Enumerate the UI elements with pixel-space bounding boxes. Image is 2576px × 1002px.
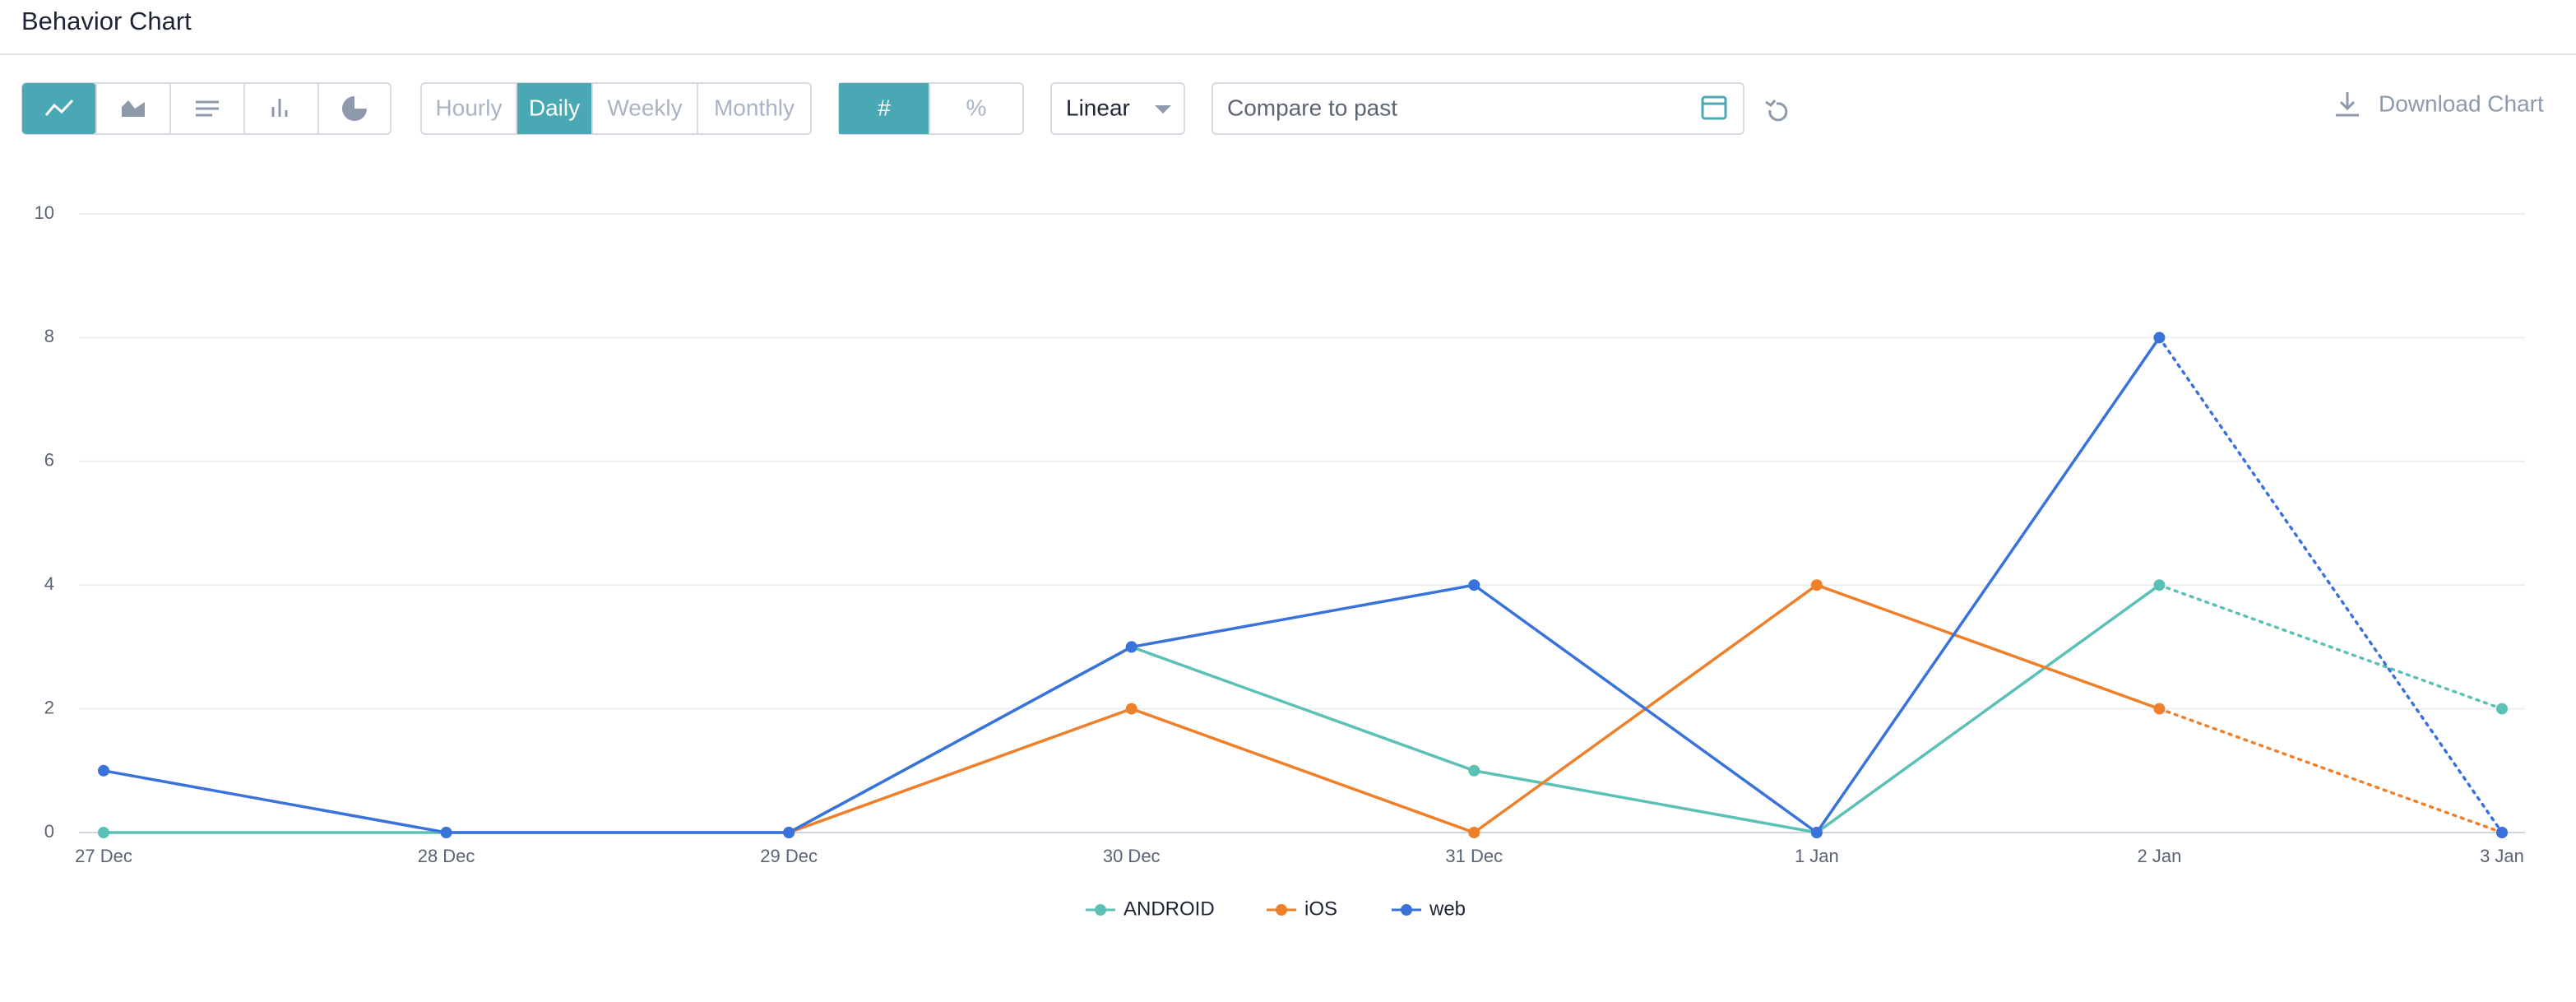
list-icon bbox=[196, 100, 219, 117]
chart-type-group bbox=[21, 82, 391, 135]
measure-group: #% bbox=[838, 82, 1024, 135]
data-point[interactable] bbox=[98, 827, 109, 838]
download-label[interactable]: Download Chart bbox=[2379, 90, 2544, 116]
data-point[interactable] bbox=[1468, 579, 1480, 591]
data-point[interactable] bbox=[2153, 332, 2166, 344]
y-tick-label: 4 bbox=[44, 573, 54, 594]
series-line-partial bbox=[2157, 336, 2504, 834]
x-tick-label: 30 Dec bbox=[1103, 846, 1161, 866]
download-arrow bbox=[2339, 100, 2356, 111]
granularity-label[interactable]: Weekly bbox=[607, 95, 682, 120]
data-point[interactable] bbox=[2496, 703, 2508, 715]
legend-marker bbox=[1095, 904, 1106, 916]
scale-dropdown[interactable]: Linear bbox=[1050, 82, 1185, 135]
area-icon bbox=[122, 100, 145, 117]
data-point[interactable] bbox=[1125, 703, 1137, 715]
input-placeholder: Compare to past bbox=[1227, 95, 1397, 120]
legend-label[interactable]: web bbox=[1429, 898, 1466, 920]
data-point[interactable] bbox=[1468, 827, 1480, 838]
dropdown-caret bbox=[1155, 105, 1171, 114]
x-tick-label: 27 Dec bbox=[75, 846, 132, 866]
granularity-label[interactable]: Hourly bbox=[436, 95, 503, 120]
legend-marker bbox=[1276, 904, 1287, 916]
measure-button[interactable] bbox=[839, 83, 929, 134]
granularity-group: Hourly Daily Weekly Monthly bbox=[420, 82, 812, 135]
granularity-button[interactable] bbox=[517, 83, 592, 134]
data-point[interactable] bbox=[2496, 827, 2508, 838]
column-icon bbox=[271, 99, 288, 117]
data-point[interactable] bbox=[1810, 579, 1823, 591]
y-tick-label: 10 bbox=[35, 202, 54, 223]
measure-label[interactable]: % bbox=[966, 95, 987, 120]
dropdown-value: Linear bbox=[1066, 95, 1130, 120]
series-line-partial bbox=[2157, 707, 2504, 834]
download-button[interactable]: Download Chart bbox=[2336, 90, 2544, 117]
compare-input[interactable]: Compare to past bbox=[1212, 82, 1744, 135]
data-point[interactable] bbox=[440, 827, 452, 838]
reset-arrow bbox=[1765, 100, 1777, 107]
x-tick-label: 31 Dec bbox=[1445, 846, 1503, 866]
chart: 0 2 4 6 8 10 27 Dec 28 Dec 29 Dec 30 Dec 31 Dec 1 J… bbox=[35, 202, 2525, 920]
x-tick-label: 28 Dec bbox=[418, 846, 475, 866]
dropdown-frame[interactable] bbox=[1050, 82, 1185, 135]
granularity-label[interactable]: Monthly bbox=[714, 95, 795, 120]
data-point[interactable] bbox=[783, 827, 795, 838]
data-point[interactable] bbox=[1810, 827, 1823, 838]
input-frame[interactable] bbox=[1212, 82, 1744, 135]
series-line-partial bbox=[2157, 583, 2504, 711]
granularity-label[interactable]: Daily bbox=[529, 95, 580, 120]
y-tick-label: 6 bbox=[44, 450, 54, 471]
data-point[interactable] bbox=[98, 764, 109, 777]
data-point[interactable] bbox=[2153, 703, 2166, 715]
page-title: Behavior Chart bbox=[21, 7, 192, 35]
x-tick-label: 1 Jan bbox=[1795, 846, 1839, 866]
y-tick-label: 8 bbox=[44, 326, 54, 346]
reset-icon[interactable] bbox=[1768, 102, 1788, 122]
legend-label[interactable]: ANDROID bbox=[1124, 898, 1215, 920]
x-tick-label: 29 Dec bbox=[760, 846, 818, 866]
data-point[interactable] bbox=[2153, 579, 2166, 591]
y-tick-label: 2 bbox=[44, 697, 54, 717]
x-tick-label: 2 Jan bbox=[2138, 846, 2182, 866]
y-tick-label: 0 bbox=[44, 821, 54, 842]
line-icon bbox=[44, 99, 74, 116]
calendar-icon[interactable] bbox=[1701, 95, 1727, 120]
data-point[interactable] bbox=[1468, 764, 1480, 777]
pie-slice bbox=[354, 96, 367, 109]
data-point[interactable] bbox=[1125, 641, 1137, 653]
measure-label[interactable]: # bbox=[878, 95, 891, 120]
legend-marker bbox=[1401, 904, 1412, 916]
x-tick-label: 3 Jan bbox=[2480, 846, 2524, 866]
legend-label[interactable]: iOS bbox=[1304, 898, 1337, 920]
